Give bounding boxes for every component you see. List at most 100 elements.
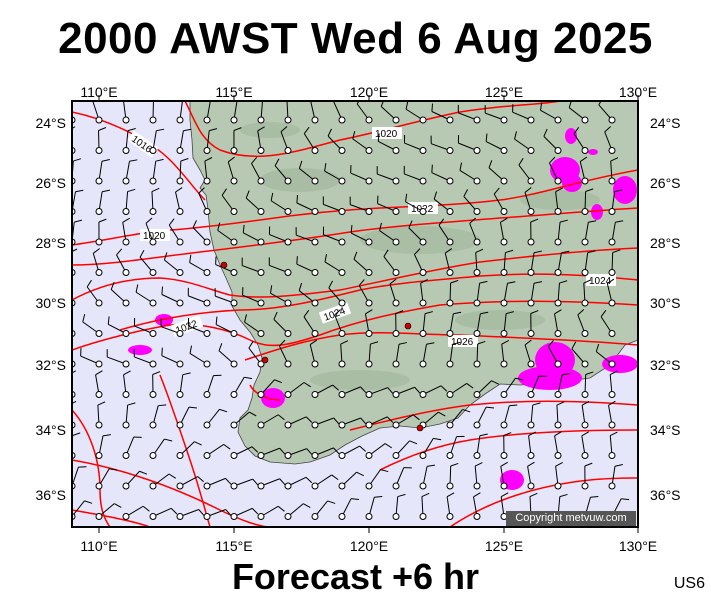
wind-barb-feather [183,98,191,100]
lon-label: 115°E [215,84,252,100]
lat-label: 34°S [650,422,681,438]
wind-station [258,178,264,184]
wind-station [285,361,291,367]
lat-label: 36°S [650,487,681,503]
wind-station [177,209,183,215]
wind-station [258,483,264,489]
wind-station [231,209,237,215]
wind-station [96,392,102,398]
wind-station [339,392,345,398]
wind-station [420,331,426,337]
lat-label: 36°S [35,487,66,503]
wind-station [420,117,426,123]
wind-station [339,300,345,306]
wind-station [231,331,237,337]
lat-label: 24°S [35,115,66,131]
wind-station [150,117,156,123]
wind-station [555,239,561,245]
wind-station [366,392,372,398]
wind-station [366,483,372,489]
wind-station [285,392,291,398]
wind-station [528,392,534,398]
wind-station [447,483,453,489]
wind-station [582,422,588,428]
wind-station [474,361,480,367]
lat-labels-right: 24°S 26°S 28°S 30°S 32°S 34°S 36°S [650,115,681,503]
wind-station [609,483,615,489]
wind-station [150,300,156,306]
wind-station [150,331,156,337]
lon-label: 130°E [619,538,657,554]
wind-station [555,453,561,459]
wind-station [231,483,237,489]
wind-station [474,514,480,520]
wind-station [582,178,588,184]
wind-station [420,300,426,306]
wind-station [177,453,183,459]
wind-station [96,514,102,520]
wind-station [609,209,615,215]
wind-station [474,148,480,154]
wind-station [528,117,534,123]
wind-station [501,148,507,154]
wind-station [474,209,480,215]
wind-station [447,239,453,245]
lon-label: 125°E [485,84,523,100]
wind-station [339,331,345,337]
wind-station [96,361,102,367]
wind-station [96,209,102,215]
wind-station [285,453,291,459]
wind-station [366,178,372,184]
wind-station [312,117,318,123]
wind-station [150,361,156,367]
wind-station [204,239,210,245]
wind-station [609,270,615,276]
wind-station [366,361,372,367]
wind-station [150,392,156,398]
wind-station [177,483,183,489]
wind-station [123,392,129,398]
lat-label: 28°S [650,235,681,251]
wind-station [420,453,426,459]
lat-label: 32°S [650,357,681,373]
wind-station [501,453,507,459]
wind-station [150,178,156,184]
wind-station [339,514,345,520]
wind-station [123,178,129,184]
isobar-label: 1024 [589,276,612,287]
wind-station [609,300,615,306]
wind-station [609,453,615,459]
wind-station [150,209,156,215]
wind-station [96,178,102,184]
wind-station [312,422,318,428]
wind-station [312,270,318,276]
wind-station [420,209,426,215]
lat-label: 32°S [35,357,66,373]
wind-station [582,117,588,123]
wind-station [258,300,264,306]
wind-station [285,178,291,184]
wind-station [96,239,102,245]
lon-label: 120°E [350,84,388,100]
lat-labels-left: 24°S 26°S 28°S 30°S 32°S 34°S 36°S [35,115,66,503]
wind-station [393,117,399,123]
wind-station [474,178,480,184]
wind-station [258,514,264,520]
wind-station [150,148,156,154]
wind-station [150,422,156,428]
wind-station [582,270,588,276]
wind-barb-feather [58,312,61,319]
wind-station [231,178,237,184]
wind-station [258,270,264,276]
lon-label: 125°E [485,538,523,554]
wind-station [177,422,183,428]
wind-station [393,209,399,215]
wind-station [96,422,102,428]
wind-station [231,117,237,123]
wind-station [501,117,507,123]
wind-station [447,117,453,123]
wind-station [555,270,561,276]
wind-station [204,148,210,154]
wind-station [501,331,507,337]
wind-station [339,178,345,184]
